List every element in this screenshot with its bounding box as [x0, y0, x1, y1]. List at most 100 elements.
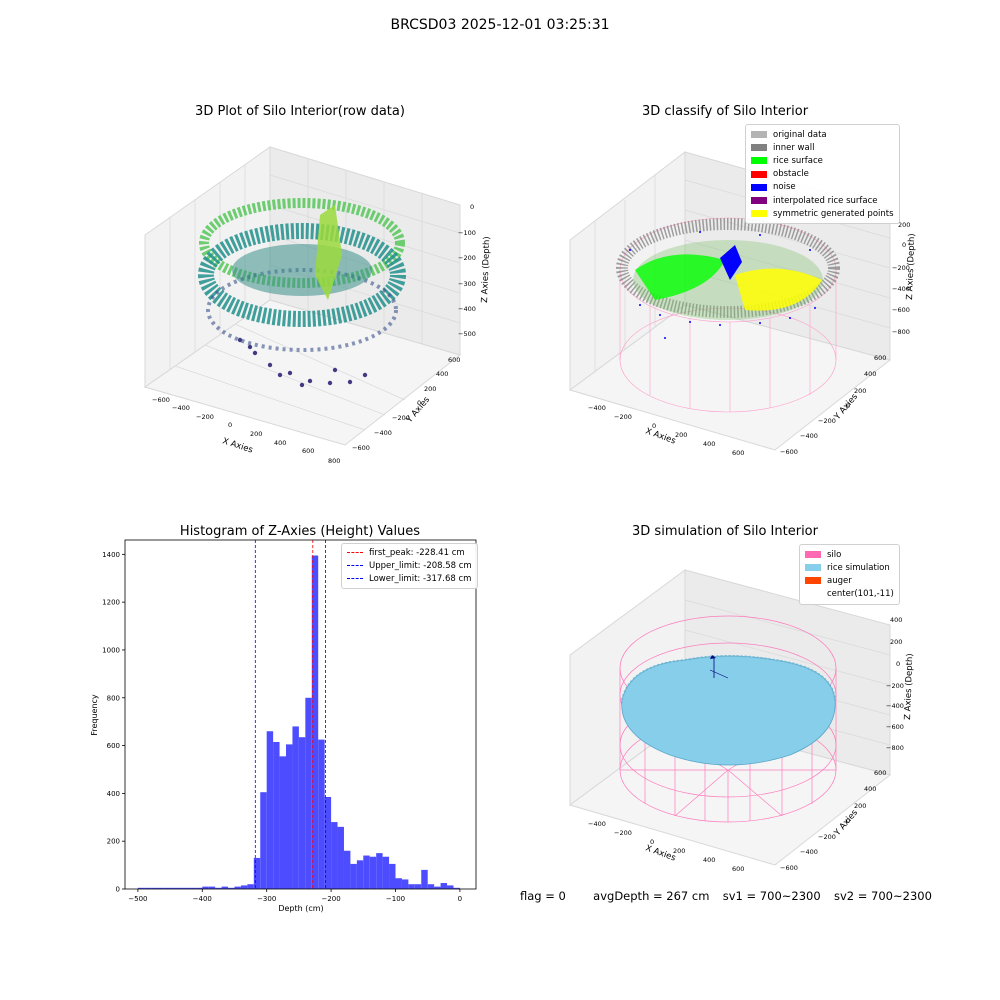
histogram-ytick-label: 400	[107, 790, 120, 798]
histogram-bar	[176, 887, 183, 889]
panel4-y-ticks: −600 −400 −200 0 200 400 600	[780, 769, 886, 872]
panel3-title: Histogram of Z-Axies (Height) Values	[179, 524, 421, 539]
legend-swatch	[751, 183, 767, 191]
panel2-noise-dots	[629, 231, 816, 339]
panel2-ztick: −800	[892, 328, 910, 336]
panel2-ytick: −200	[818, 417, 836, 425]
panel4-xtick: 600	[732, 865, 744, 873]
histogram-bar	[202, 886, 209, 889]
legend-item-symmetric: symmetric generated points	[751, 207, 894, 220]
panel4-ztick: −600	[886, 723, 904, 731]
histogram-bar	[240, 885, 248, 889]
legend-item-auger: auger	[805, 574, 894, 587]
histogram-bar	[453, 887, 460, 889]
histogram-ytick-label: 1200	[102, 599, 120, 607]
panel1-xtick: 200	[250, 430, 262, 438]
histogram-bar	[137, 887, 145, 889]
panel2-xlabel: X Axies	[644, 426, 677, 446]
histogram-legend: first_peak: -228.41 cm Upper_limit: -208…	[341, 543, 478, 589]
legend-label: rice simulation	[827, 562, 890, 573]
histogram-bar	[182, 887, 190, 889]
panel2-xtick: 200	[675, 431, 687, 439]
panel1-xtick: 0	[228, 421, 232, 429]
panel4-ztick: 200	[890, 638, 902, 646]
panel4-ytick: −600	[780, 864, 798, 872]
panel1-xtick: 800	[328, 457, 340, 465]
panel4-xtick: 400	[703, 856, 715, 864]
panel2-ztick: 0	[902, 241, 906, 249]
legend-swatch	[751, 197, 767, 205]
panel1-ytick: −600	[352, 444, 370, 452]
panel2-rice-surface	[635, 254, 725, 300]
panel1-zlabel: Z Axies (Depth)	[480, 236, 492, 303]
legend-item-upper-limit: Upper_limit: -208.58 cm	[347, 559, 472, 572]
panel1-ztick: −100	[458, 229, 476, 237]
panel1-ytick: 400	[436, 370, 448, 378]
panel2-ytick: 0	[846, 402, 850, 410]
legend-item-first-peak: first_peak: -228.41 cm	[347, 546, 472, 559]
legend-label: inner wall	[773, 142, 815, 153]
histogram-bar	[305, 697, 312, 889]
histogram-xtick-label: −200	[321, 895, 340, 903]
legend-label: auger	[827, 575, 852, 586]
histogram-bar	[331, 822, 338, 889]
histogram-bar	[440, 883, 448, 889]
status-avg-depth: avgDepth = 267 cm	[593, 889, 710, 903]
panel2-3d-scatter: −400 −200 0 200 400 600 X Axies −600 −40…	[568, 150, 917, 457]
legend-swatch	[805, 591, 821, 598]
panel1-points	[198, 198, 406, 388]
legend-item-obstacle: obstacle	[751, 168, 894, 181]
legend-label: interpolated rice surface	[773, 195, 878, 206]
histogram-bar	[286, 744, 293, 889]
histogram-x-ticks: −500 −400 −300 −200 −100 0	[128, 889, 462, 903]
panel4-xtick: 200	[673, 847, 685, 855]
panel4-ztick: −400	[886, 702, 904, 710]
panel1-ring-mid	[198, 223, 406, 327]
panel4-legend: silo rice simulation auger center(101,-1…	[799, 544, 900, 605]
legend-item-original-data: original data	[751, 128, 894, 141]
panel1-ytick: −200	[392, 414, 410, 422]
status-sv2: sv2 = 700~2300	[833, 889, 932, 903]
panel4-ztick: −800	[886, 744, 904, 752]
histogram-bar	[447, 885, 454, 889]
histogram-bar	[324, 796, 332, 889]
histogram-bar	[221, 886, 229, 889]
panel4-title: 3D simulation of Silo Interior	[632, 524, 818, 539]
histogram-xtick-label: −500	[128, 895, 147, 903]
panel4-ztick: −200	[886, 682, 904, 690]
legend-swatch	[751, 131, 767, 139]
panel4-ztick: 0	[896, 660, 900, 668]
panel1-x-ticks: −600 −400 −200 0 200 400 600 800	[152, 396, 340, 465]
histogram-bar	[318, 739, 325, 889]
histogram-bar	[343, 850, 351, 889]
panel1-3d-scatter: −600 −400 −200 0 200 400 600 800 X Axies…	[143, 146, 492, 465]
histogram-chart: −500 −400 −300 −200 −100 0 0 200 400 600 800 1000 1…	[90, 539, 477, 913]
histogram-xtick-label: −300	[257, 895, 276, 903]
histogram-bar	[356, 860, 364, 889]
panel1-ztick: −500	[458, 330, 476, 338]
panel2-ytick: 400	[864, 370, 876, 378]
panel2-xtick: −400	[588, 404, 606, 412]
panel2-xtick: −200	[614, 413, 632, 421]
histogram-bar	[376, 853, 383, 889]
panel4-zlabel: Z Axies (Depth)	[903, 653, 915, 720]
legend-label: Lower_limit: -317.68 cm	[369, 573, 472, 584]
histogram-ylabel: Frequency	[90, 694, 99, 736]
panel2-ytick: −600	[780, 448, 798, 456]
legend-item-rice-surface: rice surface	[751, 154, 894, 167]
histogram-bar	[195, 887, 203, 889]
histogram-bar	[247, 884, 254, 889]
figure-title: BRCSD03 2025-12-01 03:25:31	[390, 17, 610, 33]
legend-item-silo: silo	[805, 548, 894, 561]
status-line: flag = 0 avgDepth = 267 cm sv1 = 700~230…	[520, 889, 932, 903]
panel1-xtick: 600	[302, 447, 314, 455]
status-sv1: sv1 = 700~2300	[722, 889, 821, 903]
panel4-xtick: −200	[614, 829, 632, 837]
panel4-3d-simulation: −400 −200 0 200 400 600 X Axies −600 −40…	[568, 569, 915, 873]
histogram-xtick-label: 0	[458, 895, 462, 903]
histogram-y-ticks: 0 200 400 600 800 1000 1200 1400	[102, 551, 125, 894]
legend-swatch	[805, 551, 821, 559]
histogram-ytick-label: 600	[107, 742, 120, 750]
histogram-bar	[234, 886, 241, 889]
panel2-ztick: 200	[898, 221, 910, 229]
